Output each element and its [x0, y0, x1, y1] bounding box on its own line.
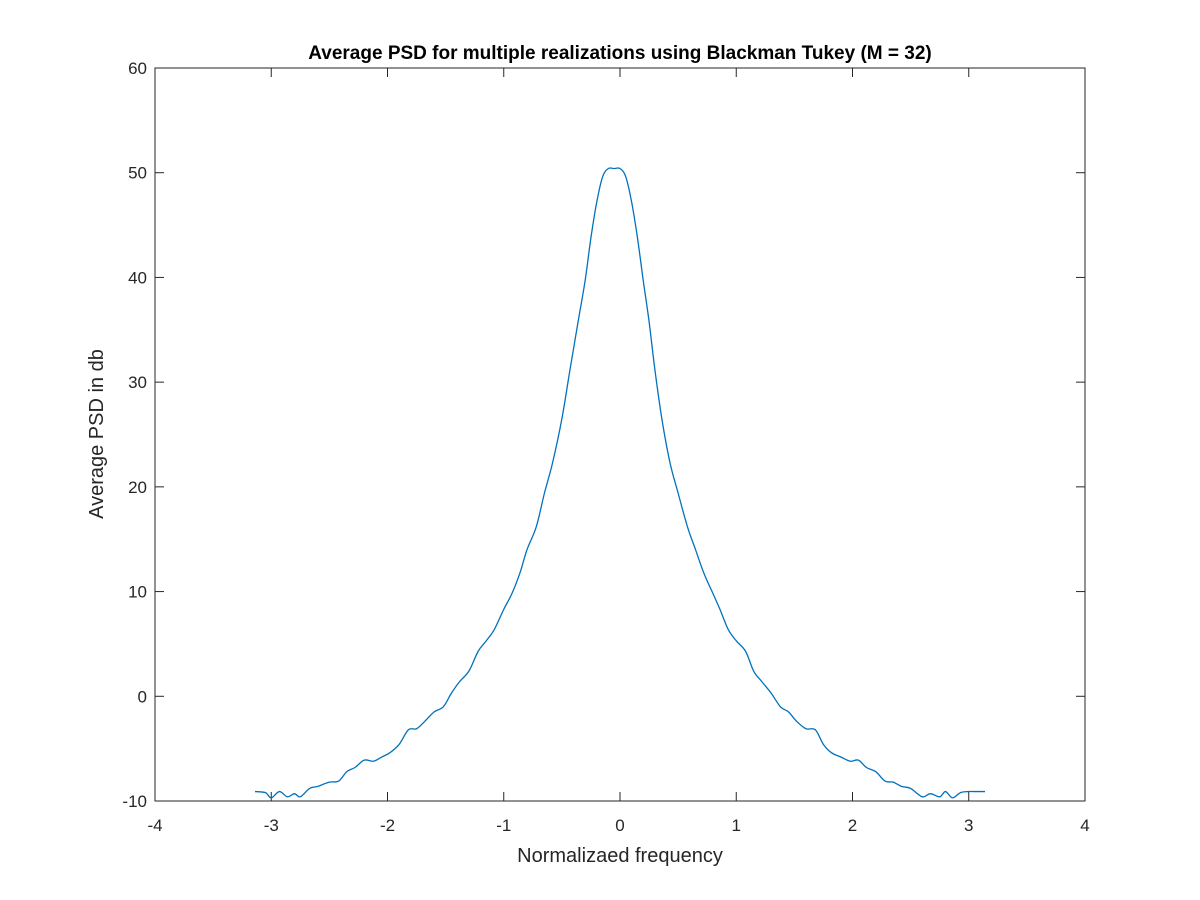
psd-series-line [254, 167, 986, 799]
plot-area [155, 68, 1085, 801]
x-tick-label: 4 [1080, 816, 1089, 835]
y-tick-label: 40 [128, 268, 147, 287]
x-axis-label: Normalizaed frequency [517, 845, 723, 867]
y-tick-label: -10 [122, 792, 147, 811]
x-tick-label: -3 [264, 816, 279, 835]
y-tick-label: 10 [128, 583, 147, 602]
y-axis-label: Average PSD in db [86, 349, 108, 519]
y-tick-label: 60 [128, 59, 147, 78]
x-tick-label: -4 [147, 816, 162, 835]
y-tick-label: 0 [138, 687, 147, 706]
x-tick-label: -2 [380, 816, 395, 835]
chart-title: Average PSD for multiple realizations us… [308, 43, 931, 64]
y-tick-label: 50 [128, 164, 147, 183]
x-tick-label: -1 [496, 816, 511, 835]
x-tick-label: 1 [732, 816, 741, 835]
y-tick-label: 20 [128, 478, 147, 497]
x-tick-label: 3 [964, 816, 973, 835]
plot-border [154, 67, 1086, 802]
x-tick-label: 0 [615, 816, 624, 835]
x-tick-label: 2 [848, 816, 857, 835]
y-tick-label: 30 [128, 373, 147, 392]
